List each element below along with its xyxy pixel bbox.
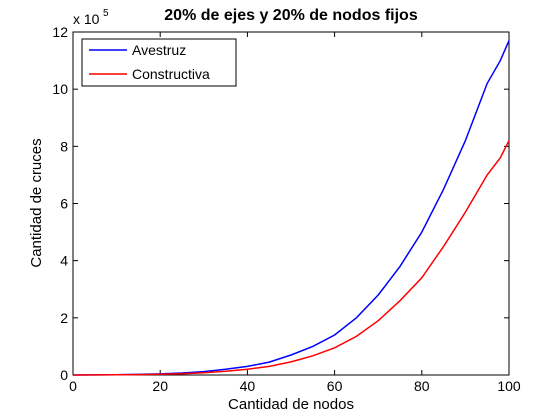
x-tick-label: 40 xyxy=(240,378,256,394)
x-tick-label: 20 xyxy=(152,378,168,394)
series-line-constructiva xyxy=(72,140,510,376)
y-tick-label: 10 xyxy=(52,81,68,97)
x-tick-label: 0 xyxy=(69,378,77,394)
y-tick-label: 0 xyxy=(60,367,68,383)
y-tick-label: 2 xyxy=(60,310,68,326)
legend-label-avestruz: Avestruz xyxy=(132,42,186,58)
legend: Avestruz Constructiva xyxy=(81,38,237,87)
chart-title: 20% de ejes y 20% de nodos fijos xyxy=(164,7,418,24)
y-axis-label: Cantidad de cruces xyxy=(28,138,45,267)
legend-label-constructiva: Constructiva xyxy=(132,66,210,82)
y-tick-label: 4 xyxy=(60,253,68,269)
x-tick-label: 100 xyxy=(497,378,521,394)
series-layer xyxy=(72,40,510,376)
legend-box xyxy=(81,38,237,87)
x-tick-label: 60 xyxy=(327,378,343,394)
y-multiplier-exponent: 5 xyxy=(103,8,109,19)
ticks-layer: 0 20 40 60 80 100 0 2 4 6 8 10 12 xyxy=(52,24,520,394)
x-tick-label: 80 xyxy=(414,378,430,394)
y-tick-label: 12 xyxy=(52,24,68,40)
y-tick-label: 8 xyxy=(60,138,68,154)
y-multiplier-base: x 10 xyxy=(73,11,100,27)
y-tick-label: 6 xyxy=(60,196,68,212)
x-axis-label: Cantidad de nodos xyxy=(228,396,354,413)
series-constructiva xyxy=(72,140,510,376)
